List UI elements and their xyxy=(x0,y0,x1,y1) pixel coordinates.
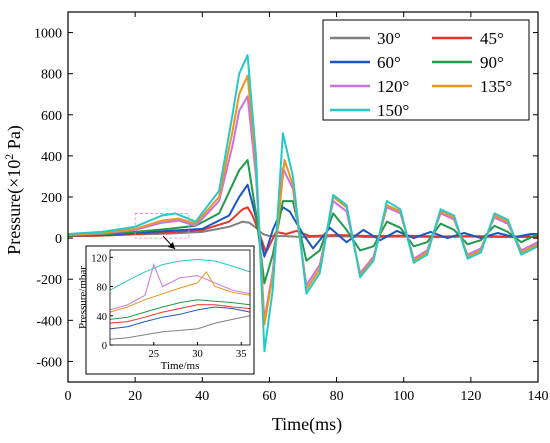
y-axis-title-unit: Pa) xyxy=(4,125,25,154)
x-tick-label: 60 xyxy=(262,389,276,404)
series-layer xyxy=(67,54,539,353)
inset-y-tick-label: 120 xyxy=(91,253,107,264)
inset-series-line-4 xyxy=(109,299,251,320)
inset-x-tick-label: 35 xyxy=(236,349,247,360)
series-line-7 xyxy=(67,54,539,353)
y-axis-title-sup: 2 xyxy=(2,154,16,160)
inset-y-tick-label: 80 xyxy=(97,283,108,294)
y-tick-label: -400 xyxy=(36,314,62,329)
legend-label: 120° xyxy=(377,77,409,96)
inset-series-line-5 xyxy=(109,263,251,311)
y-tick-label: 200 xyxy=(41,191,62,206)
x-tick-label: 100 xyxy=(393,389,414,404)
y-tick-label: 0 xyxy=(55,232,62,247)
inset: 25 30 35 0 40 80 120 Time/ms Pressure/mbar xyxy=(77,213,255,375)
legend-label: 135° xyxy=(480,77,512,96)
inset-series-line-6 xyxy=(109,271,251,313)
y-tick-label: -200 xyxy=(36,273,62,288)
y-tick-label: 400 xyxy=(41,150,62,165)
x-tick-label: 20 xyxy=(128,389,142,404)
y-axis-title: Pressure(×102 Pa) xyxy=(2,125,25,255)
inset-series-line-2 xyxy=(109,304,251,324)
legend: 30° 45° 60° 90° 120° 135° 150° xyxy=(322,19,530,121)
legend-label: 45° xyxy=(480,29,504,48)
legend-label: 150° xyxy=(377,101,409,120)
y-tick-label: 1000 xyxy=(34,27,62,42)
x-tick-label: 40 xyxy=(195,389,209,404)
x-tick-label: 80 xyxy=(330,389,344,404)
inset-series-line-1 xyxy=(109,315,251,340)
x-tick-label: 120 xyxy=(460,389,481,404)
axes: 0 20 40 60 80 100 120 140-600-400-2000200400600… xyxy=(34,11,549,404)
inset-x-axis-title: Time/ms xyxy=(161,360,200,372)
legend-label: 60° xyxy=(377,53,401,72)
inset-x-tick-label: 25 xyxy=(149,349,160,360)
inset-box xyxy=(85,245,255,375)
legend-box xyxy=(322,19,530,121)
x-axis-title: Time(ms) xyxy=(272,414,342,435)
inset-series-line-3 xyxy=(109,306,251,330)
inset-pointer-arrowhead xyxy=(168,242,175,249)
inset-x-tick-label: 30 xyxy=(192,349,203,360)
y-tick-label: 600 xyxy=(41,109,62,124)
inset-y-axis-title: Pressure/mbar xyxy=(77,266,89,329)
legend-label: 30° xyxy=(377,29,401,48)
y-axis-title-main: Pressure(×10 xyxy=(4,160,25,255)
x-tick-label: 0 xyxy=(65,389,72,404)
inset-series-line-7 xyxy=(109,258,251,291)
x-tick-label: 140 xyxy=(528,389,549,404)
legend-label: 90° xyxy=(480,53,504,72)
zoom-region-box xyxy=(134,213,190,239)
inset-frame xyxy=(109,249,251,346)
inset-y-tick-label: 40 xyxy=(97,312,108,323)
y-tick-label: 800 xyxy=(41,68,62,83)
series-line-3 xyxy=(67,183,538,258)
inset-y-tick-label: 0 xyxy=(102,341,107,352)
y-tick-label: -600 xyxy=(36,355,62,370)
